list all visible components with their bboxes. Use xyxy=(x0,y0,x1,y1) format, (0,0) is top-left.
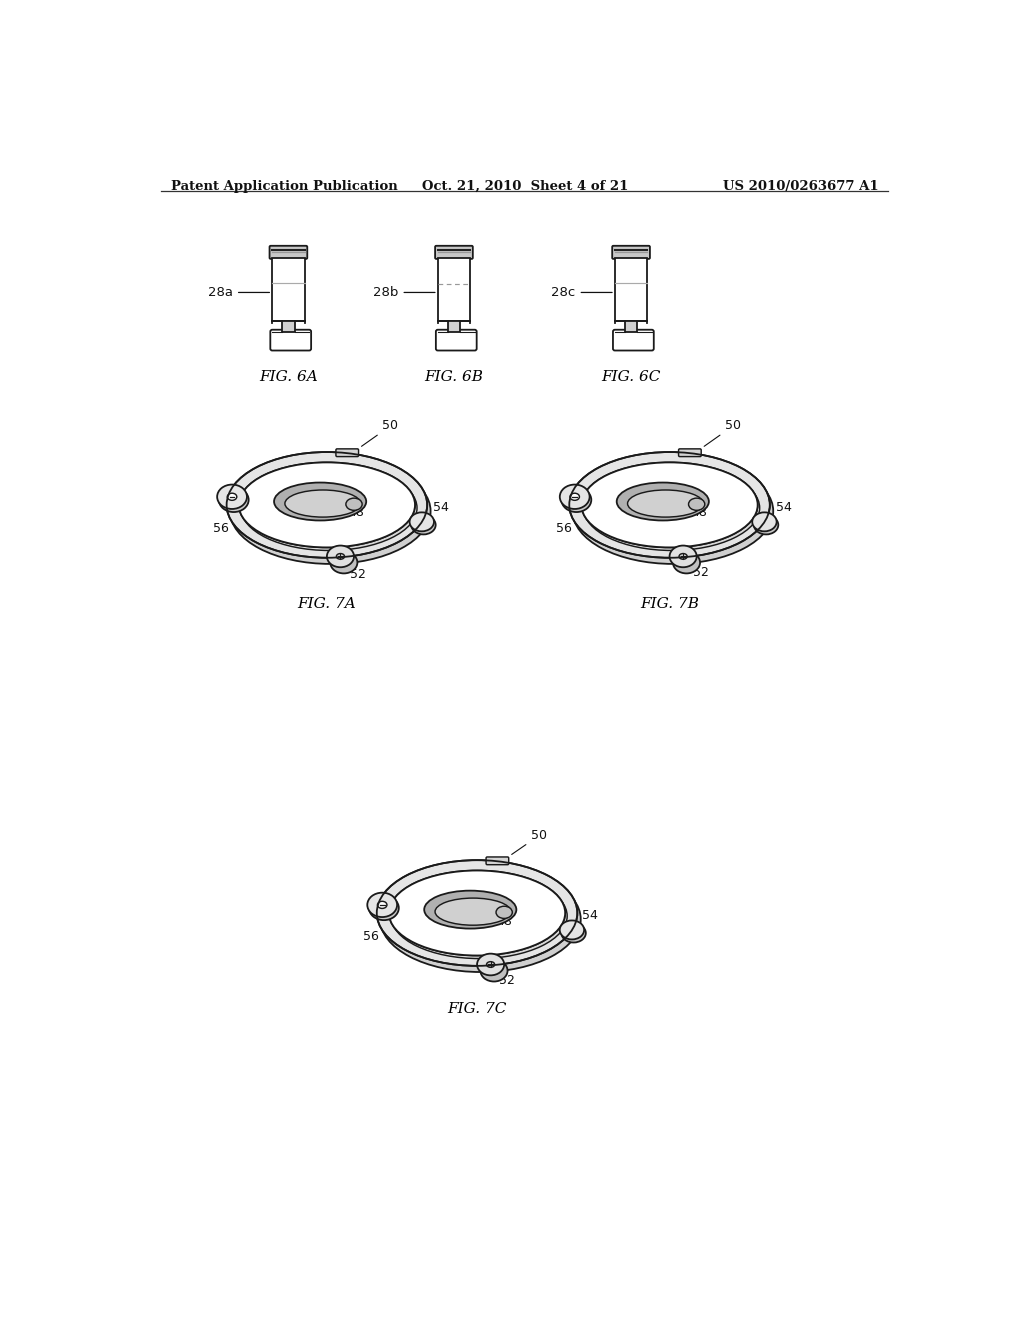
Bar xyxy=(625,321,637,331)
Ellipse shape xyxy=(389,870,565,956)
Text: US 2010/0263677 A1: US 2010/0263677 A1 xyxy=(723,180,879,193)
Ellipse shape xyxy=(337,553,344,560)
Ellipse shape xyxy=(477,953,504,975)
Text: 28a: 28a xyxy=(208,286,269,298)
Ellipse shape xyxy=(241,466,417,550)
Text: 54: 54 xyxy=(573,909,598,928)
Text: 52: 52 xyxy=(343,562,366,581)
Text: FIG. 7B: FIG. 7B xyxy=(640,598,699,611)
Ellipse shape xyxy=(391,874,567,958)
FancyBboxPatch shape xyxy=(436,330,477,351)
Ellipse shape xyxy=(688,498,705,511)
FancyBboxPatch shape xyxy=(435,246,473,259)
FancyBboxPatch shape xyxy=(336,449,358,457)
Ellipse shape xyxy=(496,907,512,919)
FancyBboxPatch shape xyxy=(613,330,653,351)
Bar xyxy=(447,321,460,331)
Ellipse shape xyxy=(570,494,580,500)
Ellipse shape xyxy=(628,490,703,517)
Ellipse shape xyxy=(560,484,590,510)
Text: 52: 52 xyxy=(686,562,709,578)
Ellipse shape xyxy=(670,545,696,568)
FancyBboxPatch shape xyxy=(486,857,509,865)
Ellipse shape xyxy=(561,487,591,512)
Ellipse shape xyxy=(582,462,758,548)
FancyBboxPatch shape xyxy=(269,246,307,259)
Ellipse shape xyxy=(219,487,249,512)
Text: 56: 56 xyxy=(213,521,228,535)
Ellipse shape xyxy=(582,462,758,548)
Ellipse shape xyxy=(560,920,584,940)
Ellipse shape xyxy=(378,902,387,908)
Ellipse shape xyxy=(377,861,578,966)
Ellipse shape xyxy=(226,451,427,558)
Ellipse shape xyxy=(673,552,700,573)
Ellipse shape xyxy=(369,896,398,920)
Ellipse shape xyxy=(327,545,354,568)
Text: 28c: 28c xyxy=(551,286,612,298)
Ellipse shape xyxy=(753,512,776,532)
Ellipse shape xyxy=(230,458,430,564)
Ellipse shape xyxy=(616,483,709,520)
Ellipse shape xyxy=(584,466,760,550)
Text: FIG. 6A: FIG. 6A xyxy=(259,370,317,384)
Ellipse shape xyxy=(331,552,357,573)
Ellipse shape xyxy=(368,892,397,917)
Ellipse shape xyxy=(380,866,581,972)
Bar xyxy=(283,321,295,331)
Text: FIG. 6B: FIG. 6B xyxy=(425,370,483,384)
Ellipse shape xyxy=(239,462,415,548)
Text: 56: 56 xyxy=(556,521,571,535)
Ellipse shape xyxy=(754,515,778,535)
Text: 48: 48 xyxy=(676,502,707,520)
Ellipse shape xyxy=(569,451,770,558)
Text: 54: 54 xyxy=(423,502,450,520)
Text: FIG. 6C: FIG. 6C xyxy=(601,370,660,384)
Ellipse shape xyxy=(389,870,565,956)
Ellipse shape xyxy=(679,553,687,560)
Text: 48: 48 xyxy=(483,911,512,928)
Ellipse shape xyxy=(217,484,247,510)
Text: 56: 56 xyxy=(364,929,379,942)
Ellipse shape xyxy=(412,515,435,535)
Text: FIG. 7A: FIG. 7A xyxy=(298,598,356,611)
Ellipse shape xyxy=(274,483,367,520)
Text: 50: 50 xyxy=(705,420,741,446)
Text: 52: 52 xyxy=(494,970,514,987)
FancyBboxPatch shape xyxy=(679,449,701,457)
Bar xyxy=(614,257,647,321)
FancyBboxPatch shape xyxy=(270,330,311,351)
Ellipse shape xyxy=(572,458,773,564)
Text: 50: 50 xyxy=(361,420,398,446)
Ellipse shape xyxy=(227,494,237,500)
Ellipse shape xyxy=(346,498,362,511)
Ellipse shape xyxy=(239,462,415,548)
FancyBboxPatch shape xyxy=(612,246,650,259)
Ellipse shape xyxy=(486,962,495,968)
Ellipse shape xyxy=(285,490,360,517)
Bar xyxy=(272,257,304,321)
Text: 54: 54 xyxy=(766,502,792,520)
Text: 48: 48 xyxy=(333,502,365,520)
Ellipse shape xyxy=(480,960,508,982)
Ellipse shape xyxy=(410,512,434,532)
Text: Oct. 21, 2010  Sheet 4 of 21: Oct. 21, 2010 Sheet 4 of 21 xyxy=(422,180,628,193)
Ellipse shape xyxy=(561,924,586,942)
Text: Patent Application Publication: Patent Application Publication xyxy=(171,180,397,193)
Text: 50: 50 xyxy=(512,829,547,854)
Ellipse shape xyxy=(435,898,511,925)
Text: FIG. 7C: FIG. 7C xyxy=(447,1002,507,1015)
Bar xyxy=(438,257,470,321)
Ellipse shape xyxy=(424,891,516,928)
Text: 28b: 28b xyxy=(373,286,435,298)
